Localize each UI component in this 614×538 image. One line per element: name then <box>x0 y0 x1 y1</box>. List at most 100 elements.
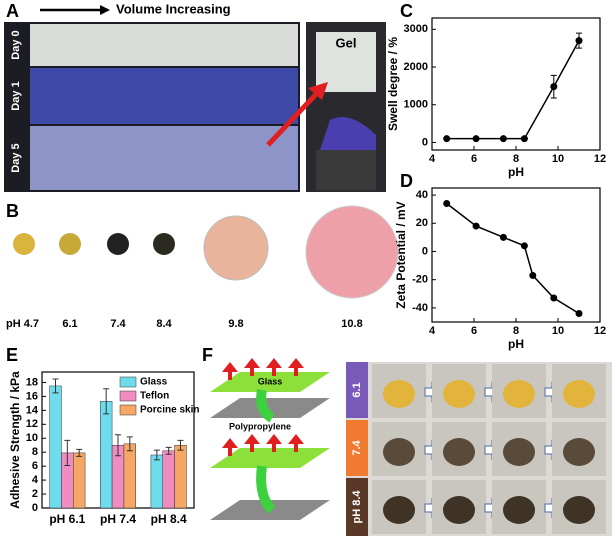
y-axis-label: Swell degree / % <box>386 37 400 131</box>
row-tag <box>346 478 368 536</box>
bar <box>100 401 113 509</box>
marker <box>575 310 583 318</box>
y-tick-label: 16 <box>26 390 38 402</box>
gel <box>256 465 276 514</box>
ph-label: 9.8 <box>228 318 243 330</box>
legend-swatch <box>119 404 137 416</box>
y-tick-label: 14 <box>26 404 39 416</box>
sample <box>443 380 475 408</box>
x-tick-label: pH 8.4 <box>151 512 187 526</box>
ph-label: 7.4 <box>110 318 126 330</box>
plate-label: Glass <box>258 376 283 386</box>
force-arrows <box>222 358 304 456</box>
row-label: 6.1 <box>351 382 363 397</box>
error-bar <box>126 436 133 452</box>
y-tick-label: 20 <box>416 217 428 229</box>
x-tick-label: 8 <box>513 325 519 337</box>
y-tick-label: 4 <box>32 474 39 486</box>
panel-label: E <box>6 345 18 365</box>
row-label: Day 1 <box>10 81 22 110</box>
sample <box>383 380 415 408</box>
x-tick-label: 12 <box>594 153 606 165</box>
x-tick-label: 8 <box>513 153 519 165</box>
x-tick-label: 12 <box>594 325 606 337</box>
error-bar <box>153 449 160 461</box>
error-bar <box>115 434 121 457</box>
marker <box>499 135 507 143</box>
y-tick-label: 2 <box>32 488 38 500</box>
arrow-head <box>308 82 328 100</box>
x-axis-label: pH <box>508 337 524 351</box>
y-tick-label: 8 <box>32 446 38 458</box>
plate <box>210 448 330 468</box>
gel-label: Gel <box>336 35 357 50</box>
photos <box>372 364 606 534</box>
sample <box>563 496 595 524</box>
row-label: 7.4 <box>351 439 363 455</box>
sample <box>305 205 399 299</box>
sample <box>443 438 475 466</box>
ph-label: 10.8 <box>341 318 362 330</box>
x-tick-label: 6 <box>471 325 477 337</box>
marker <box>472 222 480 230</box>
error-bar <box>103 388 110 415</box>
bar <box>150 454 164 509</box>
plot-frame <box>431 187 601 323</box>
row-label: Day 0 <box>10 30 22 59</box>
panel-label: F <box>202 345 213 365</box>
marker <box>472 135 480 143</box>
sample <box>563 438 595 466</box>
plot-frame <box>431 17 601 151</box>
row-tag <box>346 420 368 476</box>
photo-row <box>30 126 298 190</box>
x-tick-label: 4 <box>429 325 436 337</box>
bar <box>72 452 86 509</box>
line <box>446 202 580 315</box>
bar <box>162 450 175 509</box>
marker <box>529 271 537 279</box>
line <box>446 40 580 140</box>
sample <box>107 233 129 255</box>
bar <box>174 444 187 509</box>
y-tick-label: 2000 <box>404 61 428 73</box>
y-tick-label: 3000 <box>404 23 428 35</box>
bar <box>123 443 136 509</box>
legend-label: Glass <box>140 377 168 388</box>
arrow-head <box>100 5 110 15</box>
bar <box>49 385 62 509</box>
error-bar <box>76 448 83 457</box>
error-bar <box>177 439 184 451</box>
photo-row <box>30 24 298 66</box>
sample <box>563 380 595 408</box>
x-tick-label: 10 <box>552 153 564 165</box>
sample <box>443 496 475 524</box>
x-tick-label: 10 <box>552 325 564 337</box>
ph-label: pH 4.7 <box>6 318 39 330</box>
y-tick-label: -20 <box>412 274 428 286</box>
panel-label: C <box>400 1 413 21</box>
row-tag <box>346 362 368 418</box>
plate-label: Polypropylene <box>229 421 291 431</box>
y-tick-label: 0 <box>422 245 428 257</box>
sample <box>13 233 35 255</box>
plate <box>210 372 330 392</box>
arrow-text: Volume Increasing <box>116 1 231 16</box>
vial-cap <box>316 150 376 190</box>
error-bar <box>64 439 71 466</box>
y-axis-label: Zeta Potential / mV <box>394 201 408 308</box>
vial <box>316 32 376 92</box>
arrow <box>266 88 322 147</box>
x-tick-label: 4 <box>429 153 436 165</box>
x-tick-label: 6 <box>471 153 477 165</box>
sample <box>153 233 175 255</box>
error-bar <box>165 446 172 455</box>
legend-swatch <box>119 376 137 388</box>
y-axis-label: Adhesive Strength / kPa <box>8 371 22 509</box>
panel-label: B <box>6 201 19 221</box>
x-axis-label: pH <box>508 165 524 179</box>
marker <box>499 233 507 241</box>
gel <box>320 117 376 150</box>
y-tick-label: 1000 <box>404 99 428 111</box>
sample <box>503 438 535 466</box>
